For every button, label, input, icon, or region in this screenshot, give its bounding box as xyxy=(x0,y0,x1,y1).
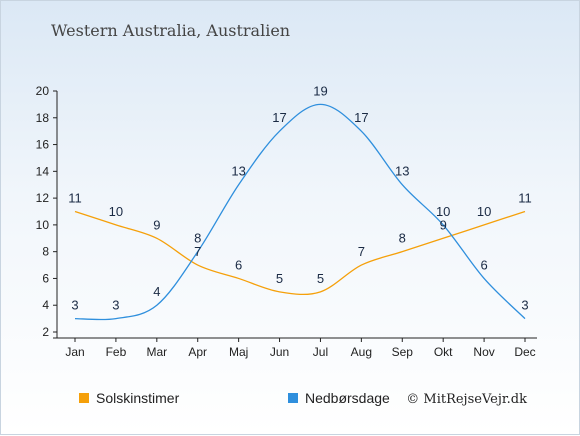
data-label: 3 xyxy=(112,298,119,313)
y-tick-label: 10 xyxy=(36,218,50,232)
y-tick-label: 16 xyxy=(36,138,50,152)
legend-label: Solskinstimer xyxy=(96,390,180,406)
data-label: 11 xyxy=(68,191,82,206)
data-label: 6 xyxy=(480,257,487,272)
series-line-nedboersdage xyxy=(74,103,526,321)
data-label: 17 xyxy=(354,110,368,125)
y-tick-label: 20 xyxy=(36,84,50,98)
x-tick-label: Apr xyxy=(188,345,207,359)
x-tick-label: Maj xyxy=(229,345,248,359)
data-label: 3 xyxy=(521,298,528,313)
copyright-text: © MitRejseVejr.dk xyxy=(406,392,527,407)
data-label: 10 xyxy=(477,204,491,219)
x-tick-label: Okt xyxy=(434,345,453,359)
chart-title: Western Australia, Australien xyxy=(51,21,291,40)
data-label: 8 xyxy=(399,231,406,246)
series-line-solskinstimer xyxy=(74,210,526,296)
data-label: 13 xyxy=(231,164,245,179)
y-tick-label: 18 xyxy=(36,111,50,125)
legend-swatch xyxy=(288,393,298,403)
data-label: 13 xyxy=(395,164,409,179)
data-label: 19 xyxy=(313,83,327,98)
data-label: 9 xyxy=(153,217,160,232)
legend-swatch xyxy=(79,393,89,403)
y-tick-label: 4 xyxy=(42,298,49,312)
x-tick-label: Nov xyxy=(473,345,494,359)
data-label: 10 xyxy=(436,204,450,219)
data-label: 9 xyxy=(440,217,447,232)
y-tick-label: 12 xyxy=(36,191,50,205)
data-label: 10 xyxy=(109,204,123,219)
data-label: 7 xyxy=(194,244,201,259)
y-tick-label: 2 xyxy=(42,325,49,339)
y-tick-label: 14 xyxy=(36,164,50,178)
data-label: 6 xyxy=(235,257,242,272)
data-label: 8 xyxy=(194,231,201,246)
x-tick-label: Jun xyxy=(270,345,289,359)
x-tick-label: Jul xyxy=(313,345,328,359)
data-label: 4 xyxy=(153,284,160,299)
data-label: 5 xyxy=(317,271,324,286)
x-tick-label: Jan xyxy=(65,345,84,359)
x-tick-label: Feb xyxy=(106,345,127,359)
data-label: 7 xyxy=(358,244,365,259)
y-tick-label: 6 xyxy=(42,271,49,285)
x-tick-label: Dec xyxy=(514,345,535,359)
y-tick-label: 8 xyxy=(42,245,49,259)
data-label: 17 xyxy=(272,110,286,125)
legend-label: Nedbørsdage xyxy=(305,390,390,406)
data-label: 5 xyxy=(276,271,283,286)
x-tick-label: Aug xyxy=(351,345,372,359)
x-tick-label: Sep xyxy=(392,345,414,359)
data-label: 11 xyxy=(518,191,532,206)
data-label: 3 xyxy=(71,298,78,313)
x-tick-label: Mar xyxy=(146,345,167,359)
